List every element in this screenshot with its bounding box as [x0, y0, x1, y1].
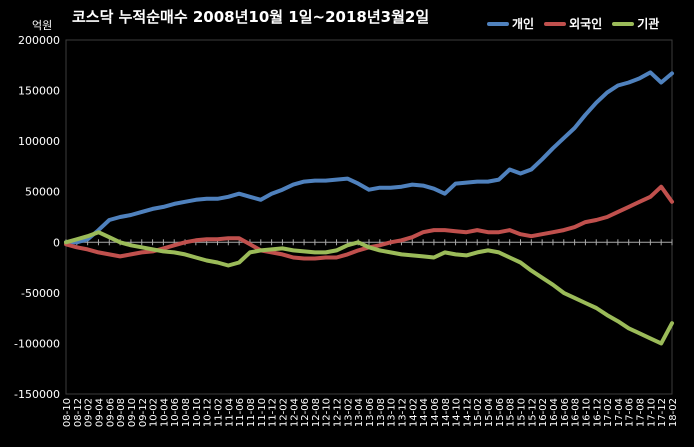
x-tick-label: 12-06	[300, 398, 311, 427]
legend-item-foreign: 외국인	[544, 15, 602, 32]
legend-item-individual: 개인	[487, 15, 534, 32]
x-tick-label: 09-02	[84, 398, 95, 427]
x-tick-label: 13-04	[354, 398, 365, 427]
x-tick-label: 17-12	[657, 398, 668, 427]
x-tick-label: 16-06	[560, 398, 571, 427]
x-tick-label: 08-12	[73, 398, 84, 427]
y-tick-label: 100000	[18, 135, 60, 148]
x-tick-label: 12-12	[333, 398, 344, 427]
series-layer	[64, 70, 674, 346]
legend-swatch-foreign	[544, 21, 567, 26]
x-tick-label: 13-06	[365, 398, 376, 427]
x-tick-label: 15-02	[473, 398, 484, 427]
y-tick-label: -100000	[14, 337, 60, 350]
x-tick-label: 11-04	[224, 398, 235, 427]
x-tick-label: 11-12	[268, 398, 279, 427]
x-tick-label: 10-04	[159, 398, 170, 427]
x-tick-label: 15-12	[527, 398, 538, 427]
x-tick-label: 13-10	[387, 398, 398, 427]
y-tick-label: 200000	[18, 34, 60, 47]
x-tick-label: 12-02	[278, 398, 289, 427]
x-tick-label: 17-08	[636, 398, 647, 427]
x-tick-label: 10-12	[203, 398, 214, 427]
x-tick-label: 15-06	[495, 398, 506, 427]
x-tick-label: 14-04	[419, 398, 430, 427]
y-tick-label: -50000	[21, 287, 60, 300]
x-tick-label: 09-10	[127, 398, 138, 427]
x-tick-label: 15-04	[484, 398, 495, 427]
plot-area	[65, 39, 673, 395]
x-tick-label: 17-04	[614, 398, 625, 427]
x-tick-label: 14-08	[441, 398, 452, 427]
x-tick-label: 16-02	[538, 398, 549, 427]
x-tick-label: 10-08	[181, 398, 192, 427]
x-tick-label: 15-08	[506, 398, 517, 427]
x-tick-label: 17-10	[646, 398, 657, 427]
y-tick-label: 0	[53, 236, 60, 249]
legend-item-institution: 기관	[612, 15, 659, 32]
x-tick-label: 12-10	[322, 398, 333, 427]
chart-title: 코스닥 누적순매수 2008년10월 1일~2018년3월2일	[72, 8, 430, 26]
x-tick-label: 16-04	[549, 398, 560, 427]
y-tick-label: -150000	[14, 388, 60, 401]
x-tick-label: 16-12	[592, 398, 603, 427]
y-tick-label: 50000	[25, 186, 60, 199]
x-tick-label: 14-10	[452, 398, 463, 427]
x-tick-label: 09-08	[116, 398, 127, 427]
x-tick-label: 17-02	[603, 398, 614, 427]
x-tick-label: 11-10	[257, 398, 268, 427]
x-tick-label: 09-06	[105, 398, 116, 427]
x-tick-label: 08-10	[62, 398, 73, 427]
x-tick-label: 16-10	[581, 398, 592, 427]
x-tick-label: 18-02	[668, 398, 679, 427]
x-tick-label: 13-02	[343, 398, 354, 427]
legend-label-foreign: 외국인	[569, 17, 603, 31]
x-tick-label: 11-06	[235, 398, 246, 427]
legend: 개인 외국인 기관	[487, 15, 659, 32]
x-tick-label: 10-06	[170, 398, 181, 427]
y-tick-label: 150000	[18, 85, 60, 98]
legend-swatch-institution	[612, 21, 635, 26]
x-tick-label: 14-02	[408, 398, 419, 427]
x-tick-label: 11-02	[214, 398, 225, 427]
x-tick-label: 13-08	[376, 398, 387, 427]
x-tick-label: 12-08	[311, 398, 322, 427]
legend-label-institution: 기관	[637, 17, 660, 31]
x-tick-label: 09-12	[138, 398, 149, 427]
x-tick-label: 11-08	[246, 398, 257, 427]
x-tick-label: 09-04	[94, 398, 105, 427]
x-tick-label: 17-06	[625, 398, 636, 427]
x-tick-label: 16-08	[571, 398, 582, 427]
legend-label-individual: 개인	[512, 17, 535, 31]
x-tick-label: 14-06	[430, 398, 441, 427]
series-line-2	[64, 230, 674, 346]
series-line-0	[64, 70, 674, 245]
x-tick-label: 10-02	[149, 398, 160, 427]
x-tick-label: 15-10	[517, 398, 528, 427]
x-tick-label: 12-04	[289, 398, 300, 427]
y-unit-label: 억원	[32, 19, 53, 32]
legend-swatch-individual	[487, 21, 509, 26]
x-tick-label: 14-12	[462, 398, 473, 427]
x-axis: 08-10 08-12 09-02 09-04 09-06 09-08 09-10 09-12…	[62, 398, 679, 427]
x-tick-label: 10-10	[192, 398, 203, 427]
x-tick-label: 13-12	[397, 398, 408, 427]
